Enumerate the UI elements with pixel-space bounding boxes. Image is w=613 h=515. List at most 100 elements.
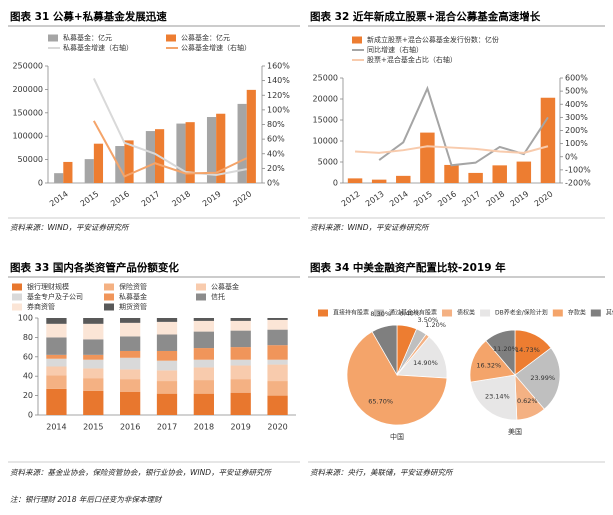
y-tick-label: 60 — [23, 352, 33, 361]
bar-segment — [193, 359, 214, 368]
bar-segment — [120, 336, 141, 351]
legend-label: 存款类 — [568, 309, 586, 317]
legend-swatch — [590, 309, 601, 317]
line — [355, 145, 549, 154]
bar-segment — [46, 375, 67, 389]
data-label: 3.50% — [418, 316, 439, 324]
y2-tick-label: 0% — [267, 179, 280, 188]
bar-segment — [156, 381, 178, 394]
bar-segment — [267, 364, 288, 382]
legend-swatch — [352, 36, 362, 44]
y-tick-label: 200000 — [12, 85, 43, 94]
bar-segment — [267, 318, 288, 320]
y-tick-label: 80 — [23, 333, 33, 342]
chart-title: 图表 33 国内各类资管产品份额变化 — [10, 261, 179, 274]
legend-label: 直接持有股票 — [333, 309, 369, 317]
chart-title: 图表 31 公募+私募基金发展迅速 — [10, 10, 167, 23]
bar-segment — [230, 359, 251, 366]
bar — [516, 161, 532, 183]
y2-tick-label: 200% — [565, 126, 588, 135]
bar-segment — [230, 318, 251, 321]
bar-segment — [46, 366, 67, 376]
bar — [396, 175, 411, 183]
source: 资料来源：WIND，平安证券研究所 — [10, 223, 130, 232]
y-tick-label: 5000 — [318, 158, 338, 167]
legend-label: 债权类 — [457, 309, 475, 317]
bar — [206, 117, 217, 183]
bar-segment — [46, 318, 67, 324]
legend-swatch — [12, 303, 22, 311]
x-tick-label: 2013 — [364, 189, 386, 208]
data-label: 14.90% — [413, 359, 438, 367]
bar — [420, 132, 435, 183]
legend-label: 基金专户及子公司 — [27, 292, 83, 301]
pie-label: 美国 — [508, 427, 522, 436]
bar-segment — [230, 392, 251, 415]
y2-tick-label: 20% — [267, 164, 285, 173]
bar-segment — [83, 354, 104, 360]
pie-slice — [470, 374, 518, 421]
bar-segment — [267, 329, 288, 346]
bar — [540, 97, 556, 183]
bar — [176, 123, 186, 183]
source: 资料来源：基金业协会，保险资管协会，银行业协会，WIND，平安证券研究所 — [10, 468, 273, 477]
y-tick-label: 250000 — [12, 62, 43, 71]
chart-title: 图表 32 近年新成立股票+混合公募基金高速增长 — [310, 10, 541, 23]
y-tick-label: 10000 — [313, 137, 338, 146]
y2-tick-label: 40% — [267, 149, 285, 158]
legend-label: 同比增速（右轴） — [367, 45, 423, 54]
y-tick-label: 0 — [28, 411, 33, 420]
bar — [216, 113, 226, 183]
bar-segment — [156, 360, 178, 371]
bar-segment — [83, 339, 104, 355]
data-label: 11.20% — [493, 345, 518, 353]
y-tick-label: 100 — [18, 314, 33, 323]
legend-label: 其他 — [606, 309, 613, 317]
bar-segment — [156, 393, 178, 415]
bar-segment — [193, 393, 214, 415]
y2-tick-label: 160% — [267, 62, 290, 71]
y-tick-label: 0 — [333, 179, 338, 188]
bar-segment — [156, 321, 178, 335]
x-tick-label: 2014 — [46, 423, 66, 432]
pie-slice — [485, 329, 516, 376]
legend-label: 私募基金：亿元 — [63, 33, 112, 42]
x-tick-label: 2016 — [120, 423, 140, 432]
pie-label: 中国 — [390, 432, 404, 441]
x-tick-label: 2020 — [231, 189, 253, 208]
legend-swatch — [552, 309, 563, 317]
bar — [237, 103, 247, 183]
bar-segment — [83, 368, 104, 379]
legend-label: 公募基金增速（右轴） — [181, 43, 251, 52]
x-tick-label: 2020 — [533, 189, 555, 208]
x-tick-label: 2014 — [388, 189, 410, 208]
bar-segment — [230, 330, 251, 348]
y2-tick-label: 0% — [565, 152, 578, 161]
data-label: 14.73% — [515, 346, 540, 354]
bar-segment — [230, 320, 251, 331]
line — [92, 120, 248, 178]
legend-swatch — [374, 309, 385, 317]
y2-tick-label: 600% — [565, 74, 588, 83]
y2-tick-label: -200% — [565, 179, 591, 188]
bar — [347, 178, 363, 183]
legend-label: 私募基金 — [119, 292, 147, 301]
y-tick-label: 15000 — [313, 116, 338, 125]
bar-segment — [46, 337, 67, 355]
legend-swatch — [48, 34, 58, 42]
bar-segment — [156, 318, 178, 322]
bar-segment — [120, 357, 141, 370]
x-tick-label: 2019 — [509, 189, 531, 208]
legend-label: 银行理财规模 — [27, 282, 69, 291]
y-tick-label: 20000 — [313, 95, 338, 104]
y-tick-label: 20 — [23, 391, 33, 400]
bar-segment — [120, 391, 141, 415]
legend-label: 信托 — [211, 292, 225, 301]
bar-segment — [83, 378, 104, 391]
legend-swatch — [166, 34, 176, 42]
x-tick-label: 2012 — [340, 189, 362, 208]
bar-segment — [267, 381, 288, 396]
source: 资料来源：WIND，平安证券研究所 — [310, 223, 430, 232]
bar-segment — [193, 318, 214, 321]
